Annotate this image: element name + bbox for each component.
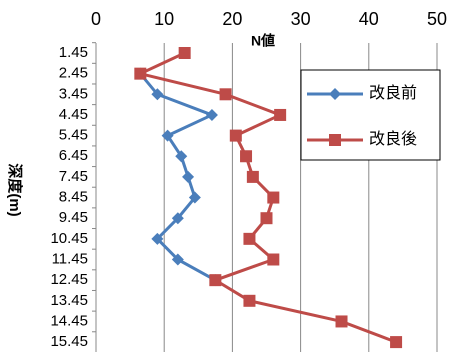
y-tick-label: 12.45 <box>50 271 88 288</box>
legend-marker <box>329 134 341 146</box>
y-tick-label: 6.45 <box>59 147 88 164</box>
y-tick-label: 4.45 <box>59 106 88 123</box>
y-axis-title: 深度(m) <box>6 163 24 216</box>
x-tick-label: 50 <box>427 9 447 29</box>
marker <box>175 150 188 163</box>
marker <box>246 170 259 183</box>
marker <box>161 129 174 142</box>
marker <box>171 253 184 266</box>
x-tick-label: 10 <box>154 9 174 29</box>
y-tick-label: 9.45 <box>59 209 88 226</box>
marker <box>171 212 184 225</box>
marker <box>274 108 287 121</box>
marker <box>243 294 256 307</box>
series-line <box>139 72 217 282</box>
y-tick-label: 2.45 <box>59 65 88 82</box>
x-tick-label: 40 <box>359 9 379 29</box>
marker <box>182 170 195 183</box>
y-tick-label: 15.45 <box>50 333 88 350</box>
legend-marker <box>329 88 341 100</box>
marker <box>335 315 348 328</box>
legend-label: 改良前 <box>369 84 417 102</box>
marker <box>205 108 218 121</box>
y-tick-label: 14.45 <box>50 312 88 329</box>
y-tick-label: 10.45 <box>50 230 88 247</box>
legend-marker <box>329 134 341 146</box>
y-tick-label: 3.45 <box>59 85 88 102</box>
y-tick-label: 11.45 <box>52 250 88 267</box>
marker <box>134 67 147 80</box>
marker <box>267 191 280 204</box>
x-axis-title: N値 <box>251 33 275 49</box>
marker <box>267 253 280 266</box>
marker <box>209 274 222 287</box>
marker <box>229 129 242 142</box>
marker <box>260 212 273 225</box>
y-tick-label: 13.45 <box>50 292 88 309</box>
legend-label: 改良後 <box>369 130 417 148</box>
marker <box>219 88 232 101</box>
marker <box>178 47 191 59</box>
y-tick-label: 7.45 <box>59 168 88 185</box>
marker <box>243 232 256 245</box>
y-tick-label: 1.45 <box>59 44 88 61</box>
x-tick-label: 20 <box>222 9 242 29</box>
x-tick-label: 0 <box>91 9 101 29</box>
marker <box>188 191 201 204</box>
y-tick-label: 8.45 <box>59 189 88 206</box>
marker <box>390 336 403 349</box>
marker <box>240 150 253 163</box>
legend-box <box>300 69 441 161</box>
marker <box>151 88 164 101</box>
x-tick-label: 30 <box>291 9 311 29</box>
y-tick-label: 5.45 <box>59 127 88 144</box>
legend-marker <box>329 88 341 100</box>
marker <box>151 232 164 245</box>
